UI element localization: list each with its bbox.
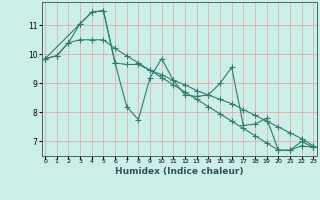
X-axis label: Humidex (Indice chaleur): Humidex (Indice chaleur): [115, 167, 244, 176]
